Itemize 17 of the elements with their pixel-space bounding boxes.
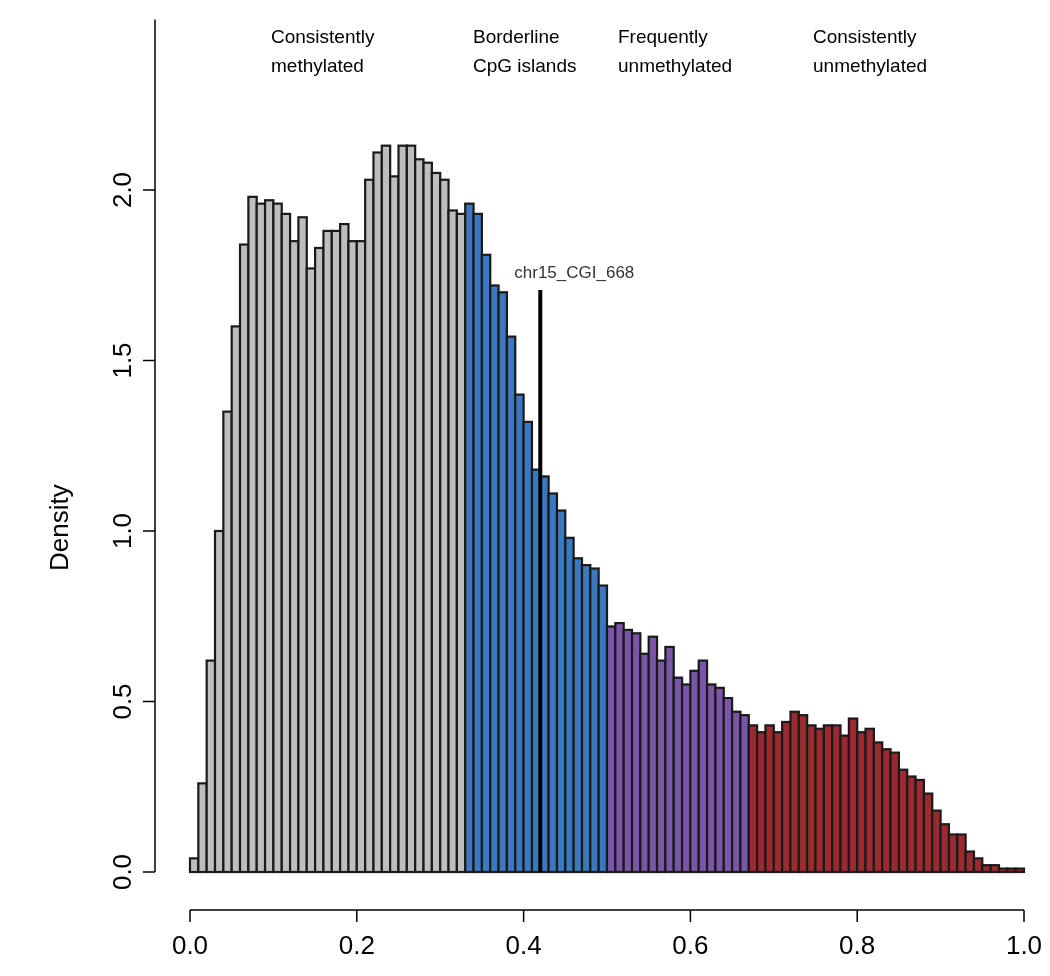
x-tick-label: 0.0 [171, 930, 209, 960]
y-tick-label: 0.5 [107, 683, 137, 720]
y-tick-label: 1.5 [107, 342, 137, 379]
y-axis-title: Density [44, 484, 74, 571]
x-tick-label: 0.8 [839, 930, 876, 960]
x-tick-label: 0.6 [672, 930, 709, 960]
y-tick-label: 0.0 [107, 853, 137, 891]
annotation: Consistently unmethylated [813, 26, 928, 76]
y-tick-label: 1.0 [107, 512, 137, 550]
y-tick-label: 2.0 [107, 171, 137, 209]
annotation: Consistently methylated [271, 26, 375, 76]
x-tick-label: 0.2 [338, 930, 375, 960]
ref-line-label: chr15_CGI_668 [514, 263, 635, 282]
x-tick-label: 1.0 [1005, 930, 1043, 960]
x-tick-label: 0.4 [505, 930, 542, 960]
annotation: Borderline CpG islands [473, 26, 577, 76]
annotation: Frequently unmethylated [618, 26, 733, 76]
